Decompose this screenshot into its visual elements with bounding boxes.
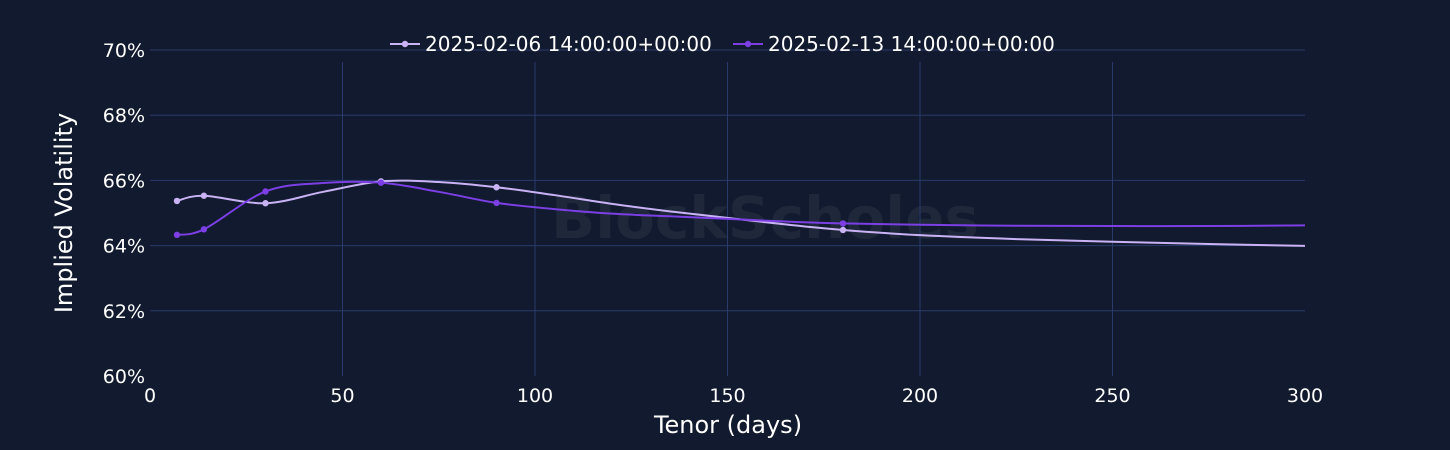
- data-point: [493, 184, 500, 191]
- y-tick-label: 60%: [103, 366, 145, 388]
- x-axis-ticks: 0 50 100 150 200 250 300: [144, 385, 1323, 407]
- data-point: [377, 179, 385, 186]
- legend-swatch-marker: [401, 40, 409, 48]
- legend-label: 2025-02-13 14:00:00+00:00: [768, 32, 1055, 56]
- series-line: [176, 180, 1306, 236]
- watermark-layer: BlockScholes: [551, 184, 979, 252]
- data-point: [173, 231, 181, 239]
- series-line: [176, 179, 1306, 247]
- series-layer: [173, 178, 1306, 247]
- y-tick-label: 64%: [103, 236, 145, 258]
- data-point: [262, 200, 269, 207]
- y-tick-label: 62%: [103, 301, 145, 323]
- y-tick-label: 70%: [103, 40, 145, 62]
- x-tick-label: 250: [1094, 385, 1130, 407]
- y-axis-title: Implied Volatility: [50, 113, 78, 313]
- x-tick-label: 0: [144, 385, 156, 407]
- y-tick-label: 66%: [103, 170, 145, 192]
- data-point: [200, 192, 208, 199]
- x-tick-label: 100: [517, 385, 553, 407]
- data-point: [200, 226, 208, 233]
- x-tick-label: 150: [709, 385, 745, 407]
- watermark-text: BlockScholes: [551, 184, 979, 252]
- x-tick-label: 300: [1287, 385, 1323, 407]
- legend-swatch-marker: [744, 40, 752, 48]
- data-point: [262, 188, 269, 195]
- data-point: [839, 220, 847, 227]
- x-tick-label: 200: [902, 385, 938, 407]
- legend-item-1: 2025-02-06 14:00:00+00:00: [390, 32, 712, 56]
- legend: 2025-02-06 14:00:00+00:00 2025-02-13 14:0…: [390, 32, 1055, 56]
- grid-layer: [150, 49, 1305, 376]
- series-2: [173, 179, 1306, 239]
- y-tick-label: 68%: [103, 105, 145, 127]
- legend-item-2: 2025-02-13 14:00:00+00:00: [733, 32, 1055, 56]
- x-axis-title: Tenor (days): [653, 411, 802, 439]
- data-point: [839, 226, 847, 234]
- legend-label: 2025-02-06 14:00:00+00:00: [425, 32, 712, 56]
- data-point: [493, 199, 500, 207]
- x-tick-label: 50: [330, 385, 354, 407]
- data-point: [173, 197, 181, 205]
- y-axis-ticks: 60% 62% 64% 66% 68% 70%: [103, 40, 145, 388]
